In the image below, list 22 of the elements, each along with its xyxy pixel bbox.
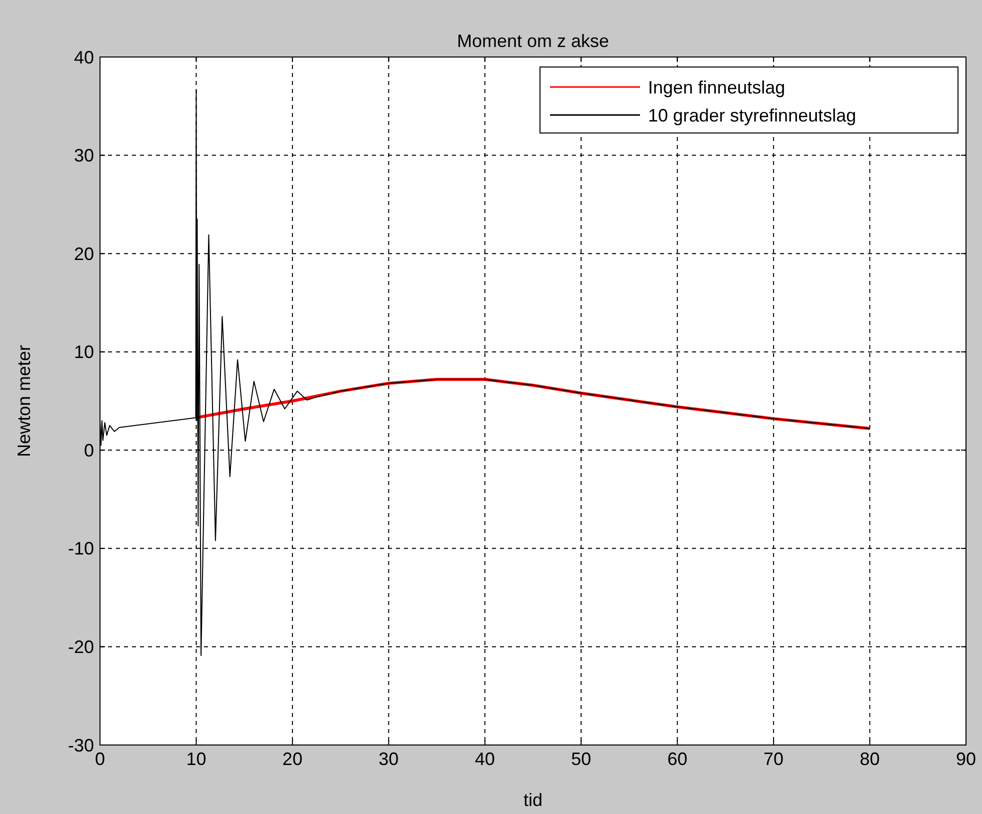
y-tick-label: 40 bbox=[74, 47, 94, 68]
y-tick-label: 20 bbox=[74, 244, 94, 264]
y-tick-label: -30 bbox=[68, 735, 94, 756]
y-tick-label: -20 bbox=[68, 637, 94, 658]
y-tick-label: 10 bbox=[74, 342, 94, 362]
chart-title: Moment om z akse bbox=[456, 31, 610, 51]
y-axis-title: Newton meter bbox=[14, 344, 34, 458]
x-tick-label: 90 bbox=[956, 749, 976, 769]
x-tick-label: 20 bbox=[282, 749, 302, 769]
legend-label: 10 grader styrefinneutslag bbox=[648, 105, 856, 126]
x-tick-label: 50 bbox=[571, 749, 592, 769]
x-tick-label: 40 bbox=[474, 749, 495, 769]
y-tick-label: 0 bbox=[84, 440, 94, 460]
legend-label: Ingen finneutslag bbox=[648, 77, 786, 98]
x-tick-label: 80 bbox=[860, 749, 880, 769]
x-tick-label: 70 bbox=[764, 749, 784, 769]
y-tick-label: -10 bbox=[68, 538, 94, 559]
x-axis-title: tid bbox=[523, 790, 543, 810]
x-tick-label: 10 bbox=[186, 749, 206, 769]
y-tick-label: 30 bbox=[74, 146, 94, 166]
x-tick-label: 60 bbox=[667, 749, 688, 769]
x-tick-label: 30 bbox=[378, 749, 399, 769]
